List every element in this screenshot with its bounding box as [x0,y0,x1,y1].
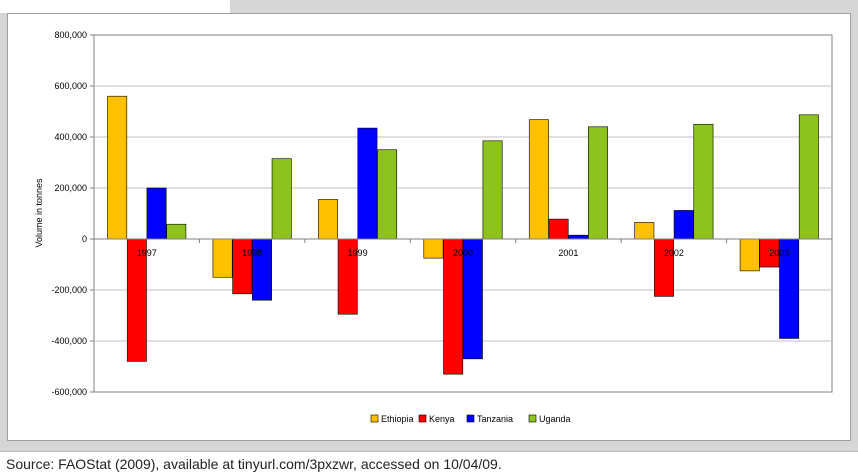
y-axis-label: Volume in tonnes [34,178,44,248]
bar-uganda-2002 [693,123,714,240]
legend-swatch-ethiopia [370,414,379,423]
x-axis-ticks: 1997 1998 1999 2000 2001 2002 2003 [93,239,833,258]
bar-tanzania-1997 [146,187,167,240]
bar-uganda-1999 [377,149,398,240]
y-tick-label: -200,000 [51,285,87,295]
bar-uganda-1997 [166,223,187,240]
x-tick-label: 2000 [453,248,473,258]
x-tick-label: 1997 [137,248,157,258]
bar-ethiopia-2003 [739,238,760,272]
bar-tanzania-1999 [357,127,378,240]
bar-uganda-2000 [482,140,503,240]
legend-swatch-uganda [528,414,537,423]
bar-chart: 800,000 600,000 400,000 200,000 0 -200,000 -40… [34,30,833,424]
x-tick-label: 1998 [242,248,262,258]
source-bar: Source: FAOStat (2009), available at tin… [0,451,858,476]
bar-ethiopia-1998 [212,238,233,278]
legend-swatch-kenya [418,414,427,423]
bar-ethiopia-2001 [528,119,549,240]
bar-kenya-2001 [548,218,569,240]
legend-label-uganda: Uganda [539,414,571,424]
y-tick-label: 600,000 [54,81,87,91]
y-tick-label: 200,000 [54,183,87,193]
bar-uganda-2003 [798,114,819,240]
chart-panel: 800,000 600,000 400,000 200,000 0 -200,000 -40… [7,13,851,441]
bar-uganda-2001 [588,126,608,240]
x-tick-label: 2001 [558,248,578,258]
bar-tanzania-2001 [568,234,589,240]
source-note: Source: FAOStat (2009), available at tin… [6,456,502,472]
x-tick-label: 2003 [769,248,789,258]
y-tick-label: 800,000 [54,30,87,40]
y-tick-label: -400,000 [51,336,87,346]
bar-ethiopia-1997 [107,95,128,240]
bar-ethiopia-2000 [423,238,444,259]
bars [94,95,832,375]
legend: Ethiopia Kenya Tanzania Uganda [370,414,571,424]
legend-label-ethiopia: Ethiopia [381,414,414,424]
legend-label-kenya: Kenya [429,414,455,424]
y-axis-ticks: 800,000 600,000 400,000 200,000 0 -200,000 -40… [51,30,94,397]
top-strip [0,0,230,13]
bar-uganda-1998 [271,158,292,240]
y-tick-label: 400,000 [54,132,87,142]
bar-tanzania-2002 [673,210,694,240]
y-tick-label: -600,000 [51,387,87,397]
x-tick-label: 2002 [664,248,684,258]
legend-swatch-tanzania [466,414,475,423]
x-tick-label: 1999 [348,248,368,258]
bar-ethiopia-1999 [318,199,338,240]
bar-kenya-2000 [443,238,464,375]
bar-ethiopia-2002 [634,222,655,240]
legend-label-tanzania: Tanzania [477,414,513,424]
y-tick-label: 0 [82,234,87,244]
